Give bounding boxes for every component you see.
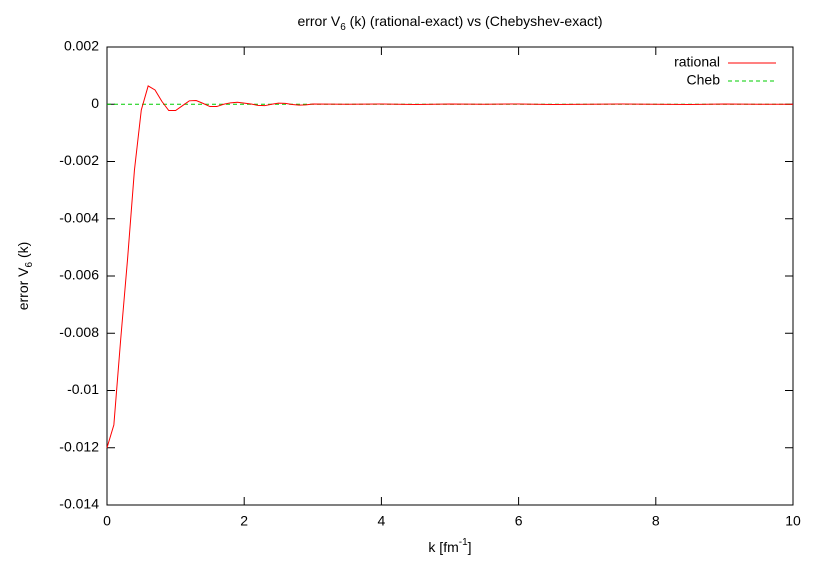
x-tick-label: 0 bbox=[103, 513, 111, 529]
legend-label: rational bbox=[674, 54, 720, 70]
y-tick-label: -0.014 bbox=[59, 496, 99, 512]
title-subscript: 6 bbox=[340, 22, 346, 33]
x-tick-label: 8 bbox=[652, 513, 660, 529]
x-axis-label: k [fm-1] bbox=[428, 537, 471, 555]
title-part: (k) (rational-exact) vs (Chebyshev-exact… bbox=[346, 13, 603, 29]
chart-title: error V6 (k) (rational-exact) vs (Chebys… bbox=[297, 13, 602, 33]
y-label-part: error V bbox=[15, 267, 31, 310]
y-label-subscript: 6 bbox=[24, 261, 35, 267]
series-line bbox=[106, 85, 793, 448]
x-label-part: k [fm bbox=[428, 539, 458, 555]
y-tick-label: -0.006 bbox=[59, 267, 99, 283]
x-tick-label: 4 bbox=[378, 513, 386, 529]
legend-label: Cheb bbox=[687, 72, 721, 88]
title-part: error V bbox=[297, 13, 340, 29]
y-tick-label: -0.012 bbox=[59, 438, 99, 454]
x-label-part: ] bbox=[468, 539, 472, 555]
y-tick-label: -0.01 bbox=[67, 381, 99, 397]
y-label-part: (k) bbox=[15, 242, 31, 262]
x-tick-label: 10 bbox=[785, 513, 801, 529]
x-label-superscript: -1 bbox=[459, 537, 468, 548]
y-axis-label: error V6 (k) bbox=[15, 242, 35, 311]
x-tick-label: 6 bbox=[515, 513, 523, 529]
y-tick-label: -0.004 bbox=[59, 209, 99, 225]
y-tick-label: 0.002 bbox=[64, 38, 99, 54]
y-tick-label: -0.008 bbox=[59, 324, 99, 340]
y-tick-label: -0.002 bbox=[59, 152, 99, 168]
x-tick-label: 2 bbox=[240, 513, 248, 529]
y-tick-label: 0 bbox=[91, 95, 99, 111]
